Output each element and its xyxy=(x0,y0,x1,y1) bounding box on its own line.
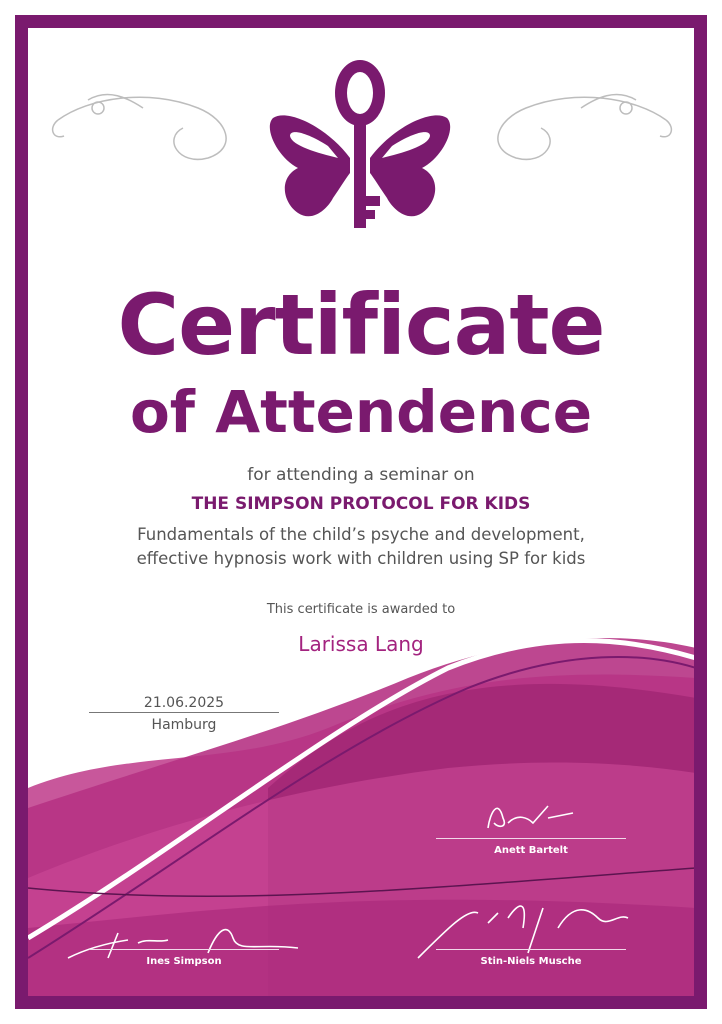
signature-line xyxy=(436,838,626,839)
certificate-frame: Certificate of Attendence for attending … xyxy=(15,15,707,1009)
signatory-name: Anett Bartelt xyxy=(494,845,568,856)
wave-background xyxy=(28,638,694,996)
description-line-2: effective hypnosis work with children us… xyxy=(136,549,586,568)
signature-line xyxy=(89,949,279,950)
place: Hamburg xyxy=(151,717,217,733)
signatory-name: Ines Simpson xyxy=(146,956,222,967)
butterfly-key-icon xyxy=(269,60,451,228)
awarded-text: This certificate is awarded to xyxy=(266,602,456,617)
intro-text: for attending a seminar on xyxy=(247,465,475,485)
left-flourish xyxy=(51,93,227,161)
signature-musche xyxy=(417,905,629,959)
seminar-title: THE SIMPSON PROTOCOL FOR KIDS xyxy=(191,494,531,514)
seminar-description: Fundamentals of the child’s psyche and d… xyxy=(28,523,694,571)
description-line-1: Fundamentals of the child’s psyche and d… xyxy=(137,525,585,544)
signature-line xyxy=(436,949,626,950)
signature-simpson xyxy=(67,928,299,959)
decoration-layer xyxy=(28,60,694,996)
recipient-name: Larissa Lang xyxy=(298,632,424,656)
signature-bartelt xyxy=(487,805,574,829)
title-certificate: Certificate xyxy=(117,276,606,374)
right-flourish xyxy=(497,93,673,161)
title-of-attendance: of Attendence xyxy=(129,378,593,446)
signatory-name: Stin-Niels Musche xyxy=(480,956,582,967)
date: 21.06.2025 xyxy=(89,695,279,713)
